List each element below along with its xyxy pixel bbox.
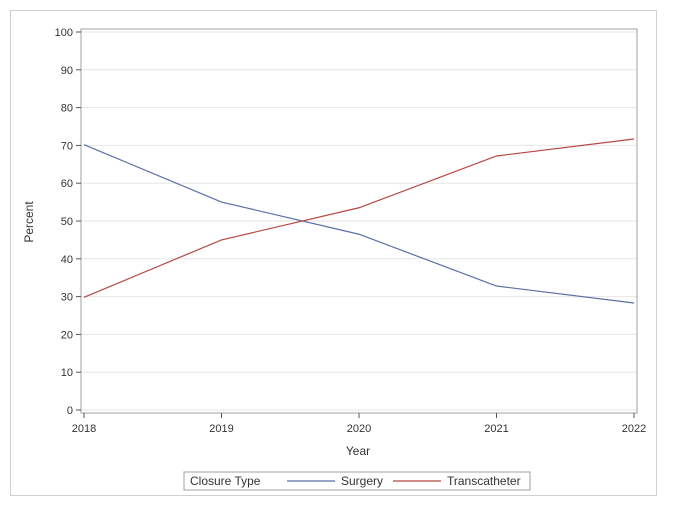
y-tick-label: 0 <box>67 405 73 417</box>
y-tick-label: 80 <box>61 103 73 115</box>
y-axis: 0 10 20 30 40 50 60 70 80 90 100 <box>55 27 81 417</box>
y-tick-label: 30 <box>61 292 73 304</box>
x-axis: 2018 2019 2020 2021 2022 <box>72 413 646 435</box>
y-tick-label: 40 <box>61 254 73 266</box>
y-tick-label: 50 <box>61 216 73 228</box>
legend-box <box>183 471 531 491</box>
chart-frame <box>10 10 657 496</box>
y-axis-title: Percent <box>22 201 36 243</box>
grid-lines <box>81 31 637 411</box>
x-tick-label: 2022 <box>622 423 646 435</box>
x-tick-label: 2021 <box>484 423 508 435</box>
series-line-transcatheter <box>83 138 635 298</box>
legend-label-transcatheter: Transcatheter <box>447 474 521 488</box>
series-line-surgery <box>83 144 635 304</box>
y-tick-label: 90 <box>61 65 73 77</box>
legend-label-surgery: Surgery <box>341 474 383 488</box>
x-tick-label: 2018 <box>72 423 96 435</box>
y-tick-label: 10 <box>61 367 73 379</box>
x-tick-label: 2020 <box>347 423 371 435</box>
y-tick-label: 100 <box>55 27 73 39</box>
series-lines <box>83 138 635 304</box>
legend-title: Closure Type <box>190 474 261 488</box>
x-tick-label: 2019 <box>209 423 233 435</box>
x-axis-title: Year <box>346 444 370 458</box>
y-tick-label: 20 <box>61 329 73 341</box>
y-tick-label: 60 <box>61 178 73 190</box>
legend: Closure Type Surgery Transcatheter <box>183 471 531 491</box>
y-tick-label: 70 <box>61 140 73 152</box>
